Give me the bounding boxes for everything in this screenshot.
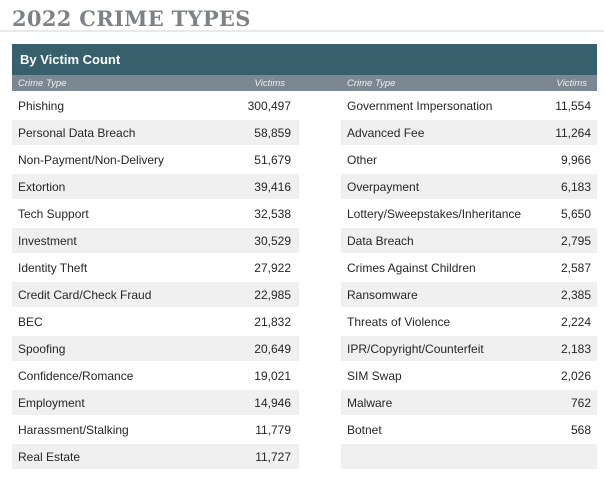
crime-type-cell: Identity Theft [18,260,88,275]
victims-cell: 11,779 [255,422,291,437]
crime-type-cell: Malware [347,395,393,410]
victims-column-header: Victims [254,77,285,89]
crime-type-cell: SIM Swap [347,368,402,383]
crime-type-cell: Advanced Fee [347,125,425,140]
victims-cell: 2,795 [560,233,591,248]
victims-cell: 300,497 [247,98,291,113]
victims-cell: 11,554 [555,98,591,113]
victims-cell: 51,679 [254,152,291,167]
crime-type-cell: Crimes Against Children [347,260,476,275]
crime-type-cell: Personal Data Breach [18,125,136,140]
table-row: Spoofing 20,649 [12,336,299,361]
crime-type-cell: Credit Card/Check Fraud [18,287,152,302]
table-header: By Victim Count [12,44,597,75]
table-row: Advanced Fee 11,264 [341,120,597,145]
victims-cell: 27,922 [254,260,291,275]
table-row: Other 9,966 [341,147,597,172]
right-column-headers: Crime Type Victims [341,78,597,89]
victims-cell: 2,587 [560,260,591,275]
victims-cell: 30,529 [254,233,291,248]
victims-cell: 2,026 [560,368,591,383]
table-row: Ransomware 2,385 [341,282,597,307]
table-row: Confidence/Romance 19,021 [12,363,299,388]
victims-cell: 58,859 [254,125,291,140]
crime-type-cell: Government Impersonation [347,98,493,113]
crime-type-cell: Harassment/Stalking [18,422,129,437]
crime-types-table: By Victim Count Crime Type Victims Crime… [12,44,597,471]
crime-type-cell: Phishing [18,98,65,113]
crime-type-cell: Tech Support [18,206,89,221]
crime-type-cell: Threats of Violence [347,314,451,329]
table-row: SIM Swap 2,026 [341,363,597,388]
crime-type-cell: Ransomware [347,287,418,302]
table-row: Real Estate 11,727 [12,444,299,469]
crime-type-cell: BEC [18,314,43,329]
crime-type-cell: Botnet [347,422,382,437]
crime-type-cell: Extortion [18,179,66,194]
table-row: Overpayment 6,183 [341,174,597,199]
table-row: Non-Payment/Non-Delivery 51,679 [12,147,299,172]
table-row: Phishing 300,497 [12,93,299,118]
table-row: Tech Support 32,538 [12,201,299,226]
table-row: Malware 762 [341,390,597,415]
table-row: Threats of Violence 2,224 [341,309,597,334]
crime-type-cell: Overpayment [347,179,420,194]
victims-cell: 20,649 [254,341,291,356]
victims-cell: 2,183 [560,341,591,356]
table-row: Identity Theft 27,922 [12,255,299,280]
left-column-headers: Crime Type Victims [12,78,299,89]
table-row [341,444,597,469]
crime-type-column-header: Crime Type [18,77,67,89]
victims-cell: 39,416 [254,179,291,194]
table-row: Investment 30,529 [12,228,299,253]
crime-type-cell: Employment [18,395,85,410]
table-row: Government Impersonation 11,554 [341,93,597,118]
victims-cell: 568 [570,422,591,437]
crime-type-cell: IPR/Copyright/Counterfeit [347,341,484,356]
victims-cell: 5,650 [560,206,591,221]
victims-cell: 21,832 [254,314,291,329]
crime-type-cell: Other [347,152,378,167]
table-row: Data Breach 2,795 [341,228,597,253]
crime-type-cell: Spoofing [18,341,66,356]
crime-type-cell: Lottery/Sweepstakes/Inheritance [347,206,522,221]
crime-type-cell: Data Breach [347,233,414,248]
table-row: Personal Data Breach 58,859 [12,120,299,145]
table-row: BEC 21,832 [12,309,299,334]
table-row: Botnet 568 [341,417,597,442]
crime-type-cell: Investment [18,233,77,248]
table-row: Credit Card/Check Fraud 22,985 [12,282,299,307]
title-divider [0,30,604,32]
crime-type-cell: Confidence/Romance [18,368,134,383]
right-column: Government Impersonation 11,554 Advanced F… [341,93,597,471]
crime-type-cell: Non-Payment/Non-Delivery [18,152,165,167]
table-row: Crimes Against Children 2,587 [341,255,597,280]
victims-column-header: Victims [556,77,587,89]
table-row: Extortion 39,416 [12,174,299,199]
crime-type-column-header: Crime Type [347,77,396,89]
table-row: Employment 14,946 [12,390,299,415]
table-row: IPR/Copyright/Counterfeit 2,183 [341,336,597,361]
victims-cell: 19,021 [254,368,291,383]
victims-cell: 14,946 [254,395,291,410]
victims-cell: 11,727 [255,449,291,464]
page-title: 2022 CRIME TYPES [12,6,251,31]
victims-cell: 32,538 [254,206,291,221]
victims-cell: 2,385 [560,287,591,302]
victims-cell: 11,264 [555,125,591,140]
column-header-row: Crime Type Victims Crime Type Victims [12,75,597,91]
table-row: Lottery/Sweepstakes/Inheritance 5,650 [341,201,597,226]
left-column: Phishing 300,497 Personal Data Breach 58,85… [12,93,299,471]
victims-cell: 2,224 [560,314,591,329]
table-row: Harassment/Stalking 11,779 [12,417,299,442]
victims-cell: 9,966 [560,152,591,167]
victims-cell: 22,985 [254,287,291,302]
victims-cell: 762 [570,395,591,410]
victims-cell: 6,183 [560,179,591,194]
crime-type-cell: Real Estate [18,449,81,464]
